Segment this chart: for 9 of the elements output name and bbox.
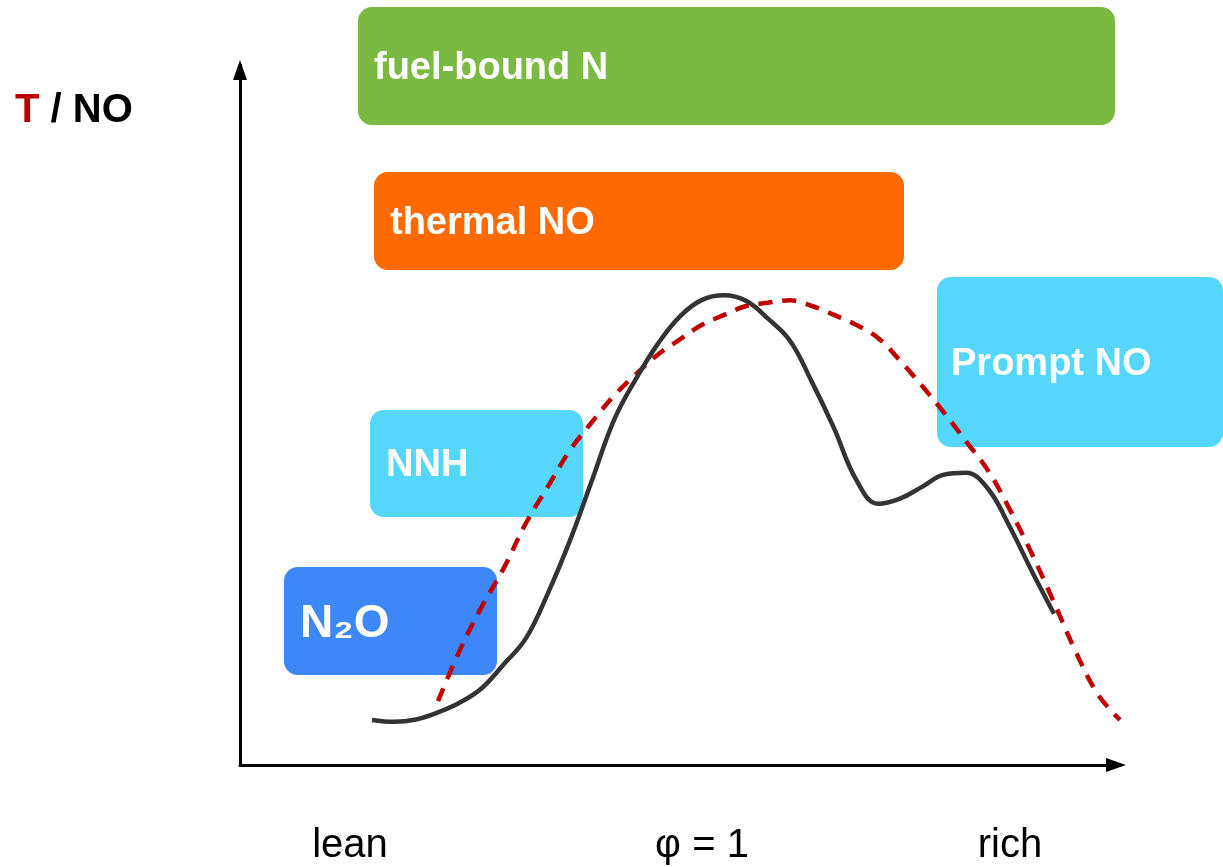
label-box: N₂O xyxy=(284,567,497,675)
label-box: Prompt NO xyxy=(937,277,1223,447)
x-tick-label: rich xyxy=(977,821,1043,865)
x-tick-label: lean xyxy=(312,821,388,865)
label-box: NNH xyxy=(370,410,583,517)
label-box: thermal NO xyxy=(374,172,904,270)
label-box: fuel-bound N xyxy=(358,7,1115,125)
y-axis-title: T / NO xyxy=(15,86,133,130)
x-tick-label: φ = 1 xyxy=(655,821,749,865)
